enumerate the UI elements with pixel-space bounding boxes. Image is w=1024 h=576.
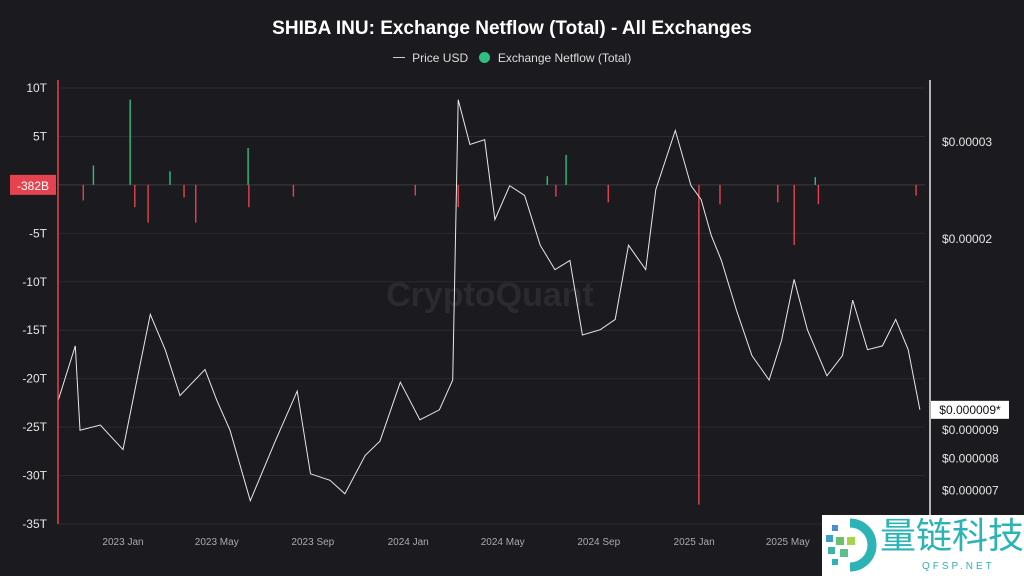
netflow-bar [607,184,609,203]
left-tick-label: -25T [22,420,47,434]
left-tick-label: 10T [26,81,47,95]
netflow-bar [92,165,95,185]
left-tick-label: -10T [22,275,47,289]
netflow-bar [169,171,171,185]
logo-text-cn: 量链科技 [880,516,1024,557]
current-netflow-badge [10,174,56,195]
x-tick-label: 2024 Sep [577,537,620,548]
netflow-bar [555,184,557,197]
netflow-bar [129,99,131,185]
netflow-bar [457,184,459,208]
left-tick-label: -5T [29,226,48,240]
netflow-bar [814,177,816,185]
right-tick-label: $0.00002 [942,232,992,246]
x-tick-label: 2024 Jan [388,537,429,548]
x-tick-label: 2024 May [481,537,525,548]
netflow-bar [247,148,249,185]
x-tick-label: 2023 May [195,537,239,548]
netflow-bar [248,184,250,208]
netflow-bar [134,184,136,208]
watermark: CryptoQuant [386,276,594,314]
logo-mark-icon [826,518,877,572]
left-tick-label: -15T [22,323,47,337]
current-price-badge [931,400,1009,419]
netflow-bar [719,184,721,205]
logo-text-en: QFSP.NET [922,561,995,572]
netflow-bar [147,184,149,223]
netflow-bar [414,184,416,196]
left-tick-label: 5T [33,129,48,143]
x-tick-label: 2023 Jan [102,537,143,548]
right-tick-label: $0.00003 [942,135,992,149]
netflow-bar [546,176,549,185]
legend-netflow[interactable]: Exchange Netflow (Total) [497,50,632,65]
netflow-bar [817,184,820,205]
current-price-label: $0.000009* [939,403,1001,417]
netflow-bar [777,184,779,203]
x-tick-label: 2025 May [766,537,810,548]
left-tick-label: -20T [22,372,47,386]
netflow-legend-swatch [479,52,491,64]
right-tick-label: $0.000009 [942,423,999,437]
right-tick-label: $0.000008 [942,451,999,465]
netflow-bar [195,184,197,223]
netflow-bar [915,184,917,196]
netflow-bar [183,184,185,198]
logo: 量链科技 QFSP.NET [822,515,1024,576]
price-legend-swatch [392,57,405,59]
netflow-bar [82,184,84,201]
netflow-bar [698,184,700,505]
x-tick-label: 2025 Jan [674,537,715,548]
netflow-bar [793,184,795,245]
legend-price[interactable]: Price USD [412,50,469,65]
chart-title: SHIBA INU: Exchange Netflow (Total) - Al… [272,18,752,39]
left-tick-label: -35T [22,517,47,531]
x-tick-label: 2023 Sep [291,537,334,548]
price-line [57,99,921,503]
right-tick-label: $0.000007 [942,483,999,497]
current-netflow-label: -382B [17,179,49,193]
netflow-bar [565,154,567,185]
left-tick-label: -30T [22,469,47,483]
legend: Price USD Exchange Netflow (Total) [0,50,1024,65]
netflow-bar [292,184,295,197]
